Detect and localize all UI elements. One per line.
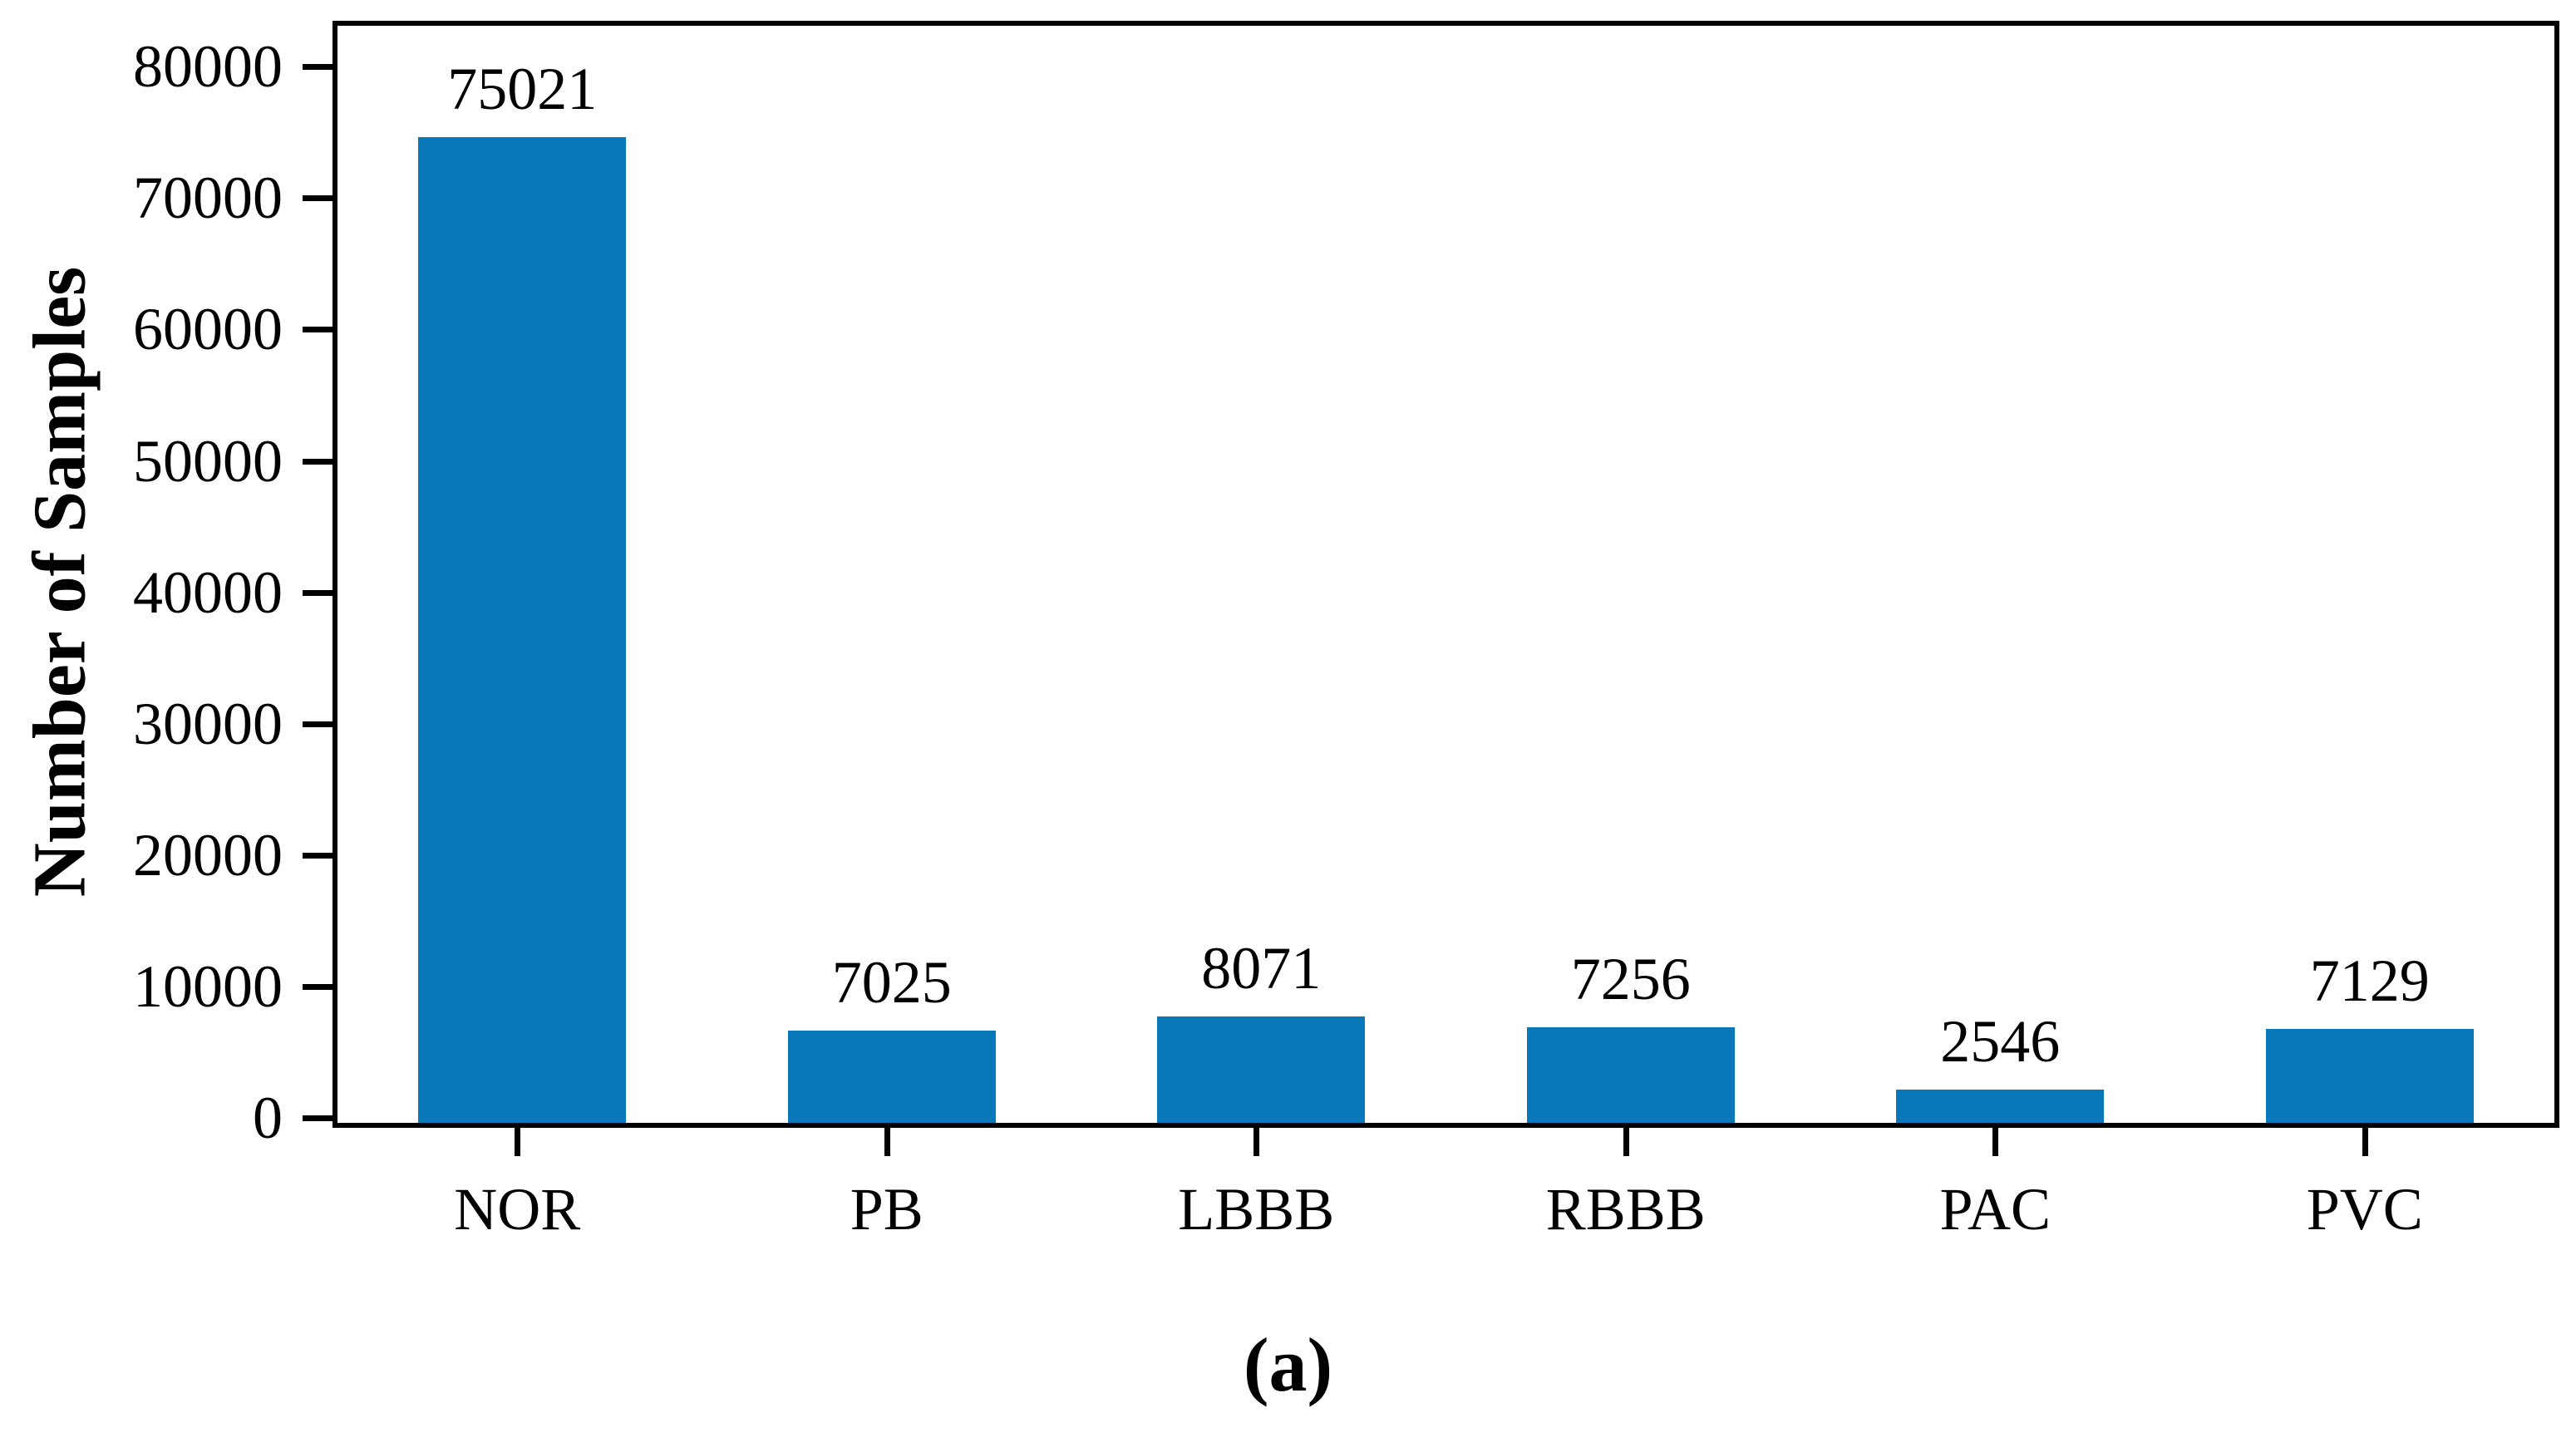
- x-tick-label-pvc: PVC: [2306, 1176, 2423, 1243]
- bar-value-label-pvc: 7129: [2309, 947, 2430, 1015]
- y-axis-tick: [303, 195, 337, 202]
- x-axis-tick: [884, 1123, 890, 1156]
- x-tick-label-lbbb: LBBB: [1178, 1176, 1335, 1243]
- y-tick-label: 10000: [133, 952, 283, 1020]
- y-axis-tick: [303, 983, 337, 990]
- bar-value-label-rbbb: 7256: [1570, 946, 1691, 1013]
- y-tick-label: 20000: [133, 821, 283, 888]
- y-axis-tick: [303, 589, 337, 596]
- y-axis-tick: [303, 327, 337, 333]
- bar-value-label-nor: 75021: [447, 56, 598, 123]
- y-axis-tick: [303, 721, 337, 727]
- x-axis-tick: [2362, 1123, 2368, 1156]
- bar-lbbb: [1157, 1016, 1366, 1123]
- y-axis-tick: [303, 458, 337, 465]
- x-tick-label-rbbb: RBBB: [1545, 1176, 1706, 1243]
- y-axis-tick: [303, 852, 337, 859]
- x-axis-tick: [1623, 1123, 1629, 1156]
- bar-pvc: [2265, 1029, 2474, 1123]
- y-axis-tick: [303, 1115, 337, 1121]
- y-tick-label: 30000: [133, 690, 283, 757]
- y-tick-label: 60000: [133, 296, 283, 363]
- x-tick-label-pac: PAC: [1939, 1176, 2051, 1243]
- x-tick-label-nor: NOR: [454, 1176, 581, 1243]
- bar-rbbb: [1526, 1027, 1735, 1123]
- x-axis-tick: [1992, 1123, 1999, 1156]
- bar-pac: [1896, 1089, 2105, 1123]
- x-axis-tick: [1254, 1123, 1260, 1156]
- y-tick-label: 70000: [133, 165, 283, 232]
- bar-value-label-pac: 2546: [1940, 1007, 2061, 1075]
- y-tick-label: 40000: [133, 559, 283, 626]
- x-axis-tick: [515, 1123, 521, 1156]
- bar-value-label-pb: 7025: [831, 948, 952, 1016]
- y-tick-label: 50000: [133, 427, 283, 495]
- plot-area: 75021 7025 8071 7256 2546 7129: [332, 21, 2559, 1128]
- bar-pb: [787, 1030, 996, 1123]
- y-tick-label: 80000: [133, 33, 283, 101]
- x-tick-label-pb: PB: [850, 1176, 924, 1243]
- bar-nor: [418, 137, 627, 1123]
- y-axis-tick: [303, 64, 337, 71]
- y-tick-label: 0: [253, 1085, 283, 1151]
- figure-caption: (a): [1243, 1322, 1333, 1407]
- bar-value-label-lbbb: 8071: [1201, 935, 1322, 1002]
